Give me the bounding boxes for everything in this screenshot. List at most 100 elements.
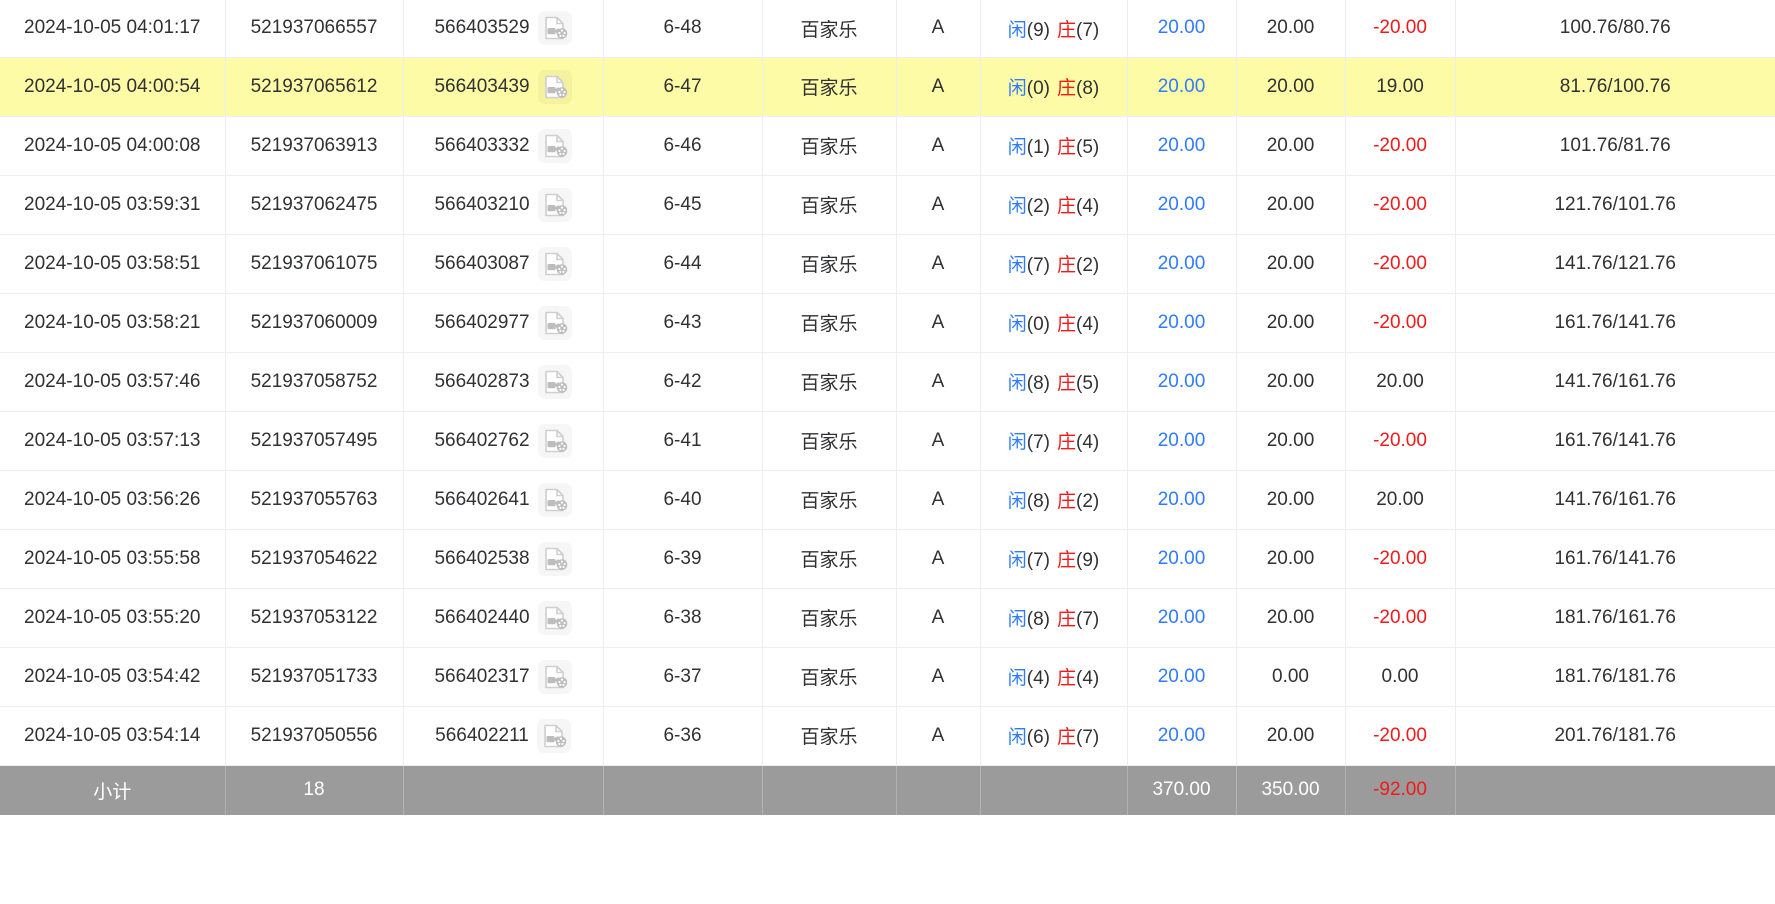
cell-result: 闲(0) 庄(4) <box>980 293 1128 353</box>
video-replay-icon[interactable] <box>538 424 572 458</box>
video-replay-icon[interactable] <box>538 483 572 517</box>
subtotal-bet-amount: 370.00 <box>1127 765 1237 815</box>
cell-game-type: 百家乐 <box>762 0 897 58</box>
subtotal-valid-amount: 350.00 <box>1236 765 1346 815</box>
result-banker-label: 庄 <box>1057 19 1077 41</box>
cell-game-type: 百家乐 <box>762 529 897 589</box>
cell-round-number: 566403087 <box>403 234 604 294</box>
table-row[interactable]: 2024-10-05 03:57:46 521937058752 566402873… <box>0 352 1775 412</box>
result-player-value: (8) <box>1026 491 1050 512</box>
cell-payout: -20.00 <box>1345 411 1456 471</box>
cell-bet-amount: 20.00 <box>1127 57 1237 117</box>
video-replay-icon[interactable] <box>538 365 572 399</box>
table-row[interactable]: 2024-10-05 04:00:54 521937065612 566403439… <box>0 57 1775 117</box>
result-player-label: 闲 <box>1007 432 1027 453</box>
video-replay-icon[interactable] <box>538 70 572 104</box>
bet-records-table: 2024-10-05 04:01:17 521937066557 566403529… <box>0 0 1775 815</box>
cell-bet-amount: 20.00 <box>1127 411 1237 471</box>
cell-bet-time: 2024-10-05 03:58:21 <box>0 293 226 353</box>
video-replay-icon[interactable] <box>538 129 572 163</box>
cell-balance: 141.76/161.76 <box>1455 470 1775 530</box>
cell-table-name: A <box>896 175 981 235</box>
result-player-label: 闲 <box>1007 491 1027 512</box>
cell-table-name: A <box>896 57 981 117</box>
result-player-value: (6) <box>1026 727 1050 748</box>
cell-table-name: A <box>896 234 981 294</box>
cell-shoe-round: 6-48 <box>603 0 763 58</box>
cell-bet-time: 2024-10-05 03:57:46 <box>0 352 226 412</box>
cell-bet-time: 2024-10-05 04:00:08 <box>0 116 226 176</box>
cell-table-name: A <box>896 352 981 412</box>
cell-game-type: 百家乐 <box>762 352 897 412</box>
result-player-label: 闲 <box>1007 255 1027 276</box>
cell-game-type: 百家乐 <box>762 647 897 707</box>
cell-round-number: 566402211 <box>403 706 604 766</box>
video-replay-icon[interactable] <box>538 247 572 281</box>
video-replay-icon[interactable] <box>537 719 571 753</box>
subtotal-result-blank <box>980 765 1128 815</box>
table-row[interactable]: 2024-10-05 03:58:21 521937060009 566402977… <box>0 293 1775 353</box>
table-row[interactable]: 2024-10-05 03:55:20 521937053122 566402440… <box>0 588 1775 648</box>
table-row[interactable]: 2024-10-05 03:54:14 521937050556 566402211… <box>0 706 1775 766</box>
cell-round-number: 566403439 <box>403 57 604 117</box>
cell-valid-amount: 20.00 <box>1236 293 1346 353</box>
cell-valid-amount: 20.00 <box>1236 706 1346 766</box>
cell-bet-number: 521937063913 <box>225 116 404 176</box>
cell-balance: 161.76/141.76 <box>1455 411 1775 471</box>
cell-round-number: 566402873 <box>403 352 604 412</box>
cell-result: 闲(8) 庄(5) <box>980 352 1128 412</box>
cell-bet-number: 521937058752 <box>225 352 404 412</box>
table-row[interactable]: 2024-10-05 04:01:17 521937066557 566403529… <box>0 0 1775 58</box>
video-replay-icon[interactable] <box>538 601 572 635</box>
round-number-text: 566402873 <box>434 370 530 392</box>
result-banker-value: (7) <box>1076 19 1100 41</box>
cell-table-name: A <box>896 411 981 471</box>
video-replay-icon[interactable] <box>538 188 572 222</box>
result-banker-label: 庄 <box>1057 373 1077 394</box>
cell-bet-number: 521937055763 <box>225 470 404 530</box>
result-player-value: (7) <box>1026 550 1050 571</box>
result-banker-value: (2) <box>1076 491 1100 512</box>
cell-bet-amount: 20.00 <box>1127 647 1237 707</box>
cell-table-name: A <box>896 647 981 707</box>
cell-shoe-round: 6-45 <box>603 175 763 235</box>
table-row[interactable]: 2024-10-05 03:59:31 521937062475 566403210… <box>0 175 1775 235</box>
table-row[interactable]: 2024-10-05 04:00:08 521937063913 566403332… <box>0 116 1775 176</box>
video-replay-icon[interactable] <box>538 542 572 576</box>
cell-shoe-round: 6-38 <box>603 588 763 648</box>
cell-result: 闲(1) 庄(5) <box>980 116 1128 176</box>
table-row[interactable]: 2024-10-05 03:54:42 521937051733 566402317… <box>0 647 1775 707</box>
video-replay-icon[interactable] <box>538 306 572 340</box>
result-player-label: 闲 <box>1007 314 1027 335</box>
cell-shoe-round: 6-47 <box>603 57 763 117</box>
cell-payout: 20.00 <box>1345 470 1456 530</box>
table-row[interactable]: 2024-10-05 03:55:58 521937054622 566402538… <box>0 529 1775 589</box>
round-number-text: 566402317 <box>434 665 530 687</box>
result-banker-label: 庄 <box>1057 255 1077 276</box>
result-banker-value: (2) <box>1076 255 1100 276</box>
result-player-value: (4) <box>1026 668 1050 689</box>
table-row[interactable]: 2024-10-05 03:58:51 521937061075 566403087… <box>0 234 1775 294</box>
cell-shoe-round: 6-46 <box>603 116 763 176</box>
video-replay-icon[interactable] <box>538 660 572 694</box>
cell-result: 闲(0) 庄(8) <box>980 57 1128 117</box>
cell-payout: -20.00 <box>1345 175 1456 235</box>
video-replay-icon[interactable] <box>538 11 572 45</box>
cell-bet-number: 521937054622 <box>225 529 404 589</box>
cell-bet-amount: 20.00 <box>1127 529 1237 589</box>
cell-valid-amount: 20.00 <box>1236 175 1346 235</box>
cell-shoe-round: 6-43 <box>603 293 763 353</box>
cell-bet-number: 521937050556 <box>225 706 404 766</box>
table-row[interactable]: 2024-10-05 03:57:13 521937057495 566402762… <box>0 411 1775 471</box>
round-number-text: 566403087 <box>434 252 530 274</box>
cell-table-name: A <box>896 529 981 589</box>
table-row[interactable]: 2024-10-05 03:56:26 521937055763 566402641… <box>0 470 1775 530</box>
result-player-label: 闲 <box>1007 196 1027 217</box>
cell-balance: 101.76/81.76 <box>1455 116 1775 176</box>
cell-result: 闲(7) 庄(9) <box>980 529 1128 589</box>
cell-result: 闲(6) 庄(7) <box>980 706 1128 766</box>
cell-balance: 181.76/181.76 <box>1455 647 1775 707</box>
cell-result: 闲(7) 庄(2) <box>980 234 1128 294</box>
result-banker-value: (4) <box>1076 196 1100 217</box>
cell-balance: 81.76/100.76 <box>1455 57 1775 117</box>
